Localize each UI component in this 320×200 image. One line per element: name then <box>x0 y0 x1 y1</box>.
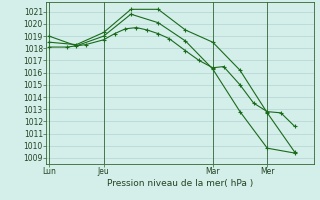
X-axis label: Pression niveau de la mer( hPa ): Pression niveau de la mer( hPa ) <box>107 179 253 188</box>
